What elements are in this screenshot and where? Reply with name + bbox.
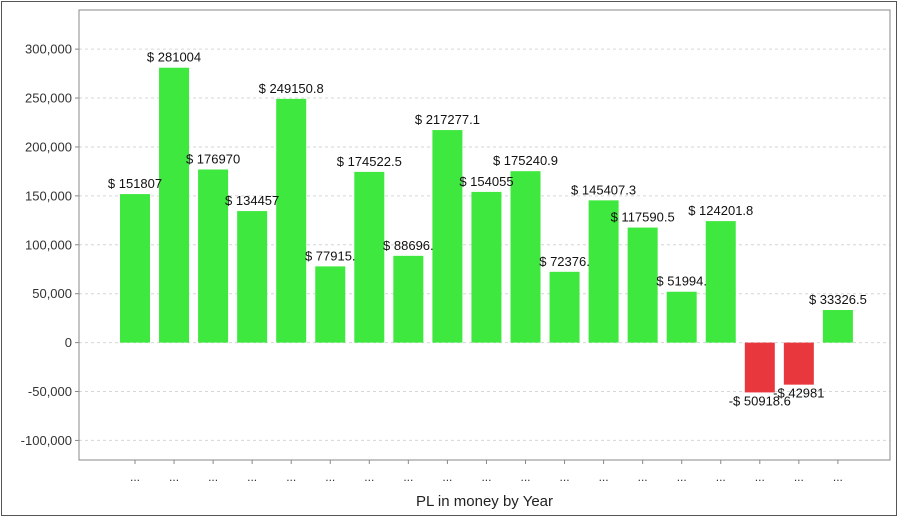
data-label: $ 154055 (459, 174, 513, 189)
data-label: $ 88696. (383, 238, 434, 253)
x-tick-label: ... (755, 470, 765, 484)
data-label: $ 72376. (539, 254, 590, 269)
y-tick-label: 0 (65, 335, 72, 350)
bar (393, 255, 424, 343)
x-tick-label: ... (560, 470, 570, 484)
bar (588, 200, 619, 343)
bar (354, 171, 385, 343)
data-label: $ 176970 (186, 151, 240, 166)
data-label: $ 145407.3 (571, 182, 636, 197)
bar (744, 342, 775, 393)
y-tick-label: 100,000 (25, 237, 72, 252)
data-label: $ 124201.8 (688, 203, 753, 218)
x-axis-title: PL in money by Year (416, 493, 553, 510)
bar (276, 98, 307, 343)
data-label: -$ 42981 (773, 386, 824, 401)
data-label: $ 33326.5 (809, 292, 867, 307)
data-label: -$ 50918.6 (729, 393, 791, 408)
x-tick-label: ... (364, 470, 374, 484)
x-tick-label: ... (638, 470, 648, 484)
y-tick-label: 300,000 (25, 42, 72, 57)
x-tick-label: ... (325, 470, 335, 484)
data-label: $ 174522.5 (337, 154, 402, 169)
x-tick-label: ... (716, 470, 726, 484)
bar (666, 291, 697, 343)
x-tick-label: ... (286, 470, 296, 484)
x-tick-label: ... (403, 470, 413, 484)
x-tick-label: ... (481, 470, 491, 484)
bar (198, 169, 229, 343)
x-tick-label: ... (169, 470, 179, 484)
data-label: $ 175240.9 (493, 153, 558, 168)
x-axis-tick-labels: ........................................… (130, 460, 843, 484)
y-tick-label: 50,000 (32, 286, 72, 301)
x-tick-label: ... (130, 470, 140, 484)
data-label: $ 134457 (225, 193, 279, 208)
bars (120, 67, 853, 393)
bar (822, 310, 853, 343)
x-tick-label: ... (794, 470, 804, 484)
x-tick-label: ... (677, 470, 687, 484)
data-label: $ 217277.1 (415, 112, 480, 127)
y-tick-label: -50,000 (28, 384, 72, 399)
bar (627, 227, 658, 343)
y-axis-ticks: -100,000 -50,000 0 50,000 100,000 150,000 200,… (21, 42, 79, 448)
bar (315, 266, 346, 343)
y-tick-label: 250,000 (25, 91, 72, 106)
data-label: $ 77915. (305, 248, 356, 263)
data-labels: $ 151807 $ 281004 $ 176970 $ 134457 $ 249150… (108, 50, 867, 409)
bar (549, 271, 580, 343)
x-tick-label: ... (520, 470, 530, 484)
data-label: $ 51994. (656, 274, 707, 289)
plot-area-border (78, 9, 891, 461)
data-label: $ 151807 (108, 176, 162, 191)
data-label: $ 249150.8 (259, 81, 324, 96)
x-tick-label: ... (833, 470, 843, 484)
bar (510, 171, 541, 343)
bar (159, 67, 190, 343)
y-tick-label: 150,000 (25, 188, 72, 203)
bar (237, 211, 268, 343)
bar (432, 130, 463, 343)
bar (705, 221, 736, 343)
bar (471, 191, 502, 343)
data-label: $ 117590.5 (611, 210, 675, 225)
x-tick-label: ... (442, 470, 452, 484)
y-tick-label: 200,000 (25, 139, 72, 154)
data-label: $ 281004 (147, 50, 201, 65)
x-tick-label: ... (208, 470, 218, 484)
y-tick-label: -100,000 (21, 433, 72, 448)
bar (783, 342, 814, 385)
x-tick-label: ... (247, 470, 257, 484)
x-tick-label: ... (599, 470, 609, 484)
bar (120, 194, 150, 343)
